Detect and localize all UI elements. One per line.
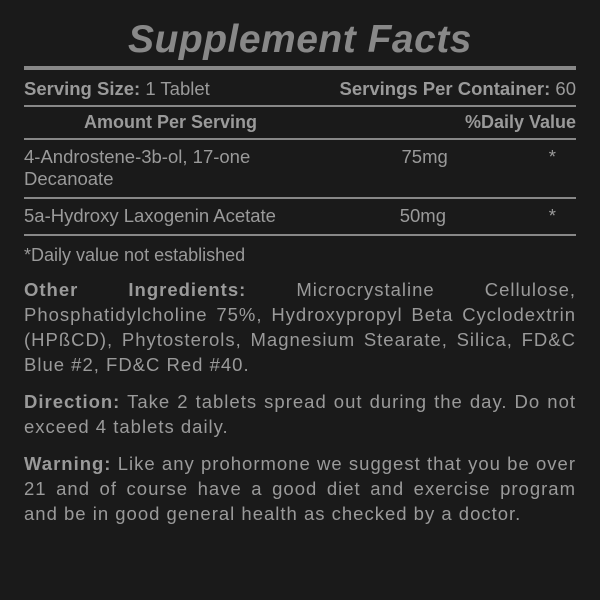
table-row: 5a-Hydroxy Laxogenin Acetate 50mg * bbox=[24, 202, 576, 231]
warning: Warning: Like any prohormone we suggest … bbox=[24, 448, 576, 535]
servings-per-container-label: Servings Per Container: bbox=[340, 78, 551, 99]
serving-size-value: 1 Tablet bbox=[145, 78, 209, 99]
serving-size: Serving Size: 1 Tablet bbox=[24, 78, 210, 100]
footnote: *Daily value not established bbox=[24, 239, 576, 274]
warning-label: Warning: bbox=[24, 453, 111, 474]
ingredient-dv: * bbox=[448, 146, 576, 190]
ingredient-dv: * bbox=[446, 205, 576, 227]
serving-size-label: Serving Size: bbox=[24, 78, 140, 99]
header-amount-per-serving: Amount Per Serving bbox=[24, 112, 446, 133]
ingredient-amount: 75mg bbox=[340, 146, 448, 190]
ingredient-name: 5a-Hydroxy Laxogenin Acetate bbox=[24, 205, 336, 227]
direction-label: Direction: bbox=[24, 391, 120, 412]
ingredient-name: 4-Androstene-3b-ol, 17-one Decanoate bbox=[24, 146, 340, 190]
other-ingredients: Other Ingredients: Microcrystaline Cellu… bbox=[24, 274, 576, 386]
servings-per-container-value: 60 bbox=[555, 78, 576, 99]
panel-title: Supplement Facts bbox=[24, 18, 576, 62]
divider bbox=[24, 105, 576, 107]
divider bbox=[24, 138, 576, 140]
servings-per-container: Servings Per Container: 60 bbox=[340, 78, 576, 100]
direction: Direction: Take 2 tablets spread out dur… bbox=[24, 386, 576, 448]
table-row: 4-Androstene-3b-ol, 17-one Decanoate 75m… bbox=[24, 143, 576, 194]
divider bbox=[24, 234, 576, 236]
serving-row: Serving Size: 1 Tablet Servings Per Cont… bbox=[24, 76, 576, 102]
divider bbox=[24, 66, 576, 70]
ingredient-amount: 50mg bbox=[336, 205, 446, 227]
divider bbox=[24, 197, 576, 199]
other-ingredients-label: Other Ingredients: bbox=[24, 279, 246, 300]
table-header: Amount Per Serving %Daily Value bbox=[24, 110, 576, 135]
header-daily-value: %Daily Value bbox=[446, 112, 576, 133]
